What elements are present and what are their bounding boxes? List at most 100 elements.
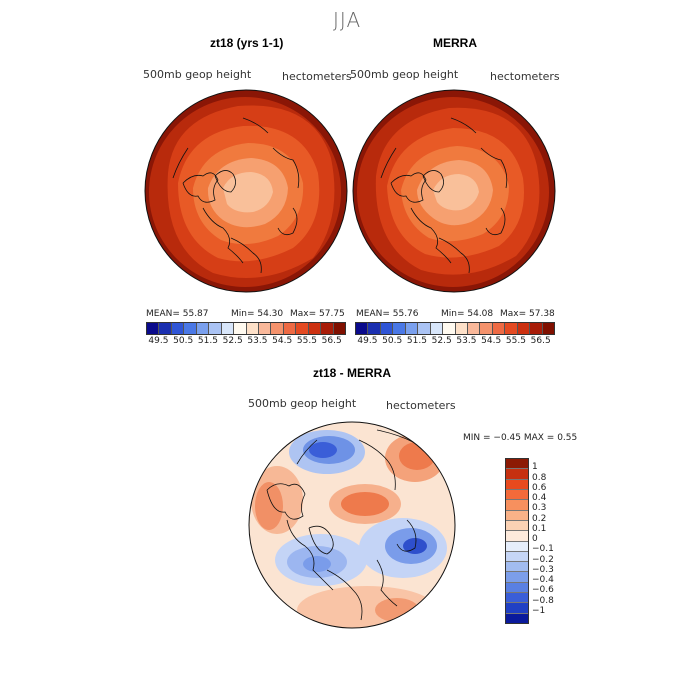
colorbar-swatch	[506, 468, 528, 479]
colorbar-swatch	[379, 323, 393, 334]
colorbar-swatch	[506, 478, 528, 489]
colorbar-swatch	[506, 459, 528, 469]
map-1-coastlines	[172, 117, 300, 274]
colorbar-swatch	[454, 323, 467, 334]
panel-2-mean: MEAN= 55.76	[356, 309, 419, 319]
colorbar-swatch	[295, 323, 308, 334]
colorbar-tick-label: 0.4	[532, 493, 547, 503]
colorbar-swatch	[392, 323, 405, 334]
diff-panel-title: zt18 - MERRA	[313, 366, 392, 380]
colorbar-swatch	[506, 499, 528, 510]
colorbar-tick-label: 49.5	[357, 336, 378, 346]
colorbar-tick-label: 0.1	[532, 523, 547, 534]
colorbar-swatch	[270, 323, 283, 334]
colorbar-swatch	[516, 323, 530, 334]
colorbar-tick-label: −0.1	[532, 544, 554, 555]
colorbar-tick-label: 50.5	[382, 336, 403, 346]
colorbar-swatch	[195, 323, 209, 334]
colorbar-swatch	[506, 540, 528, 551]
colorbar-tick-label: 51.5	[197, 336, 218, 346]
colorbar-swatch	[208, 323, 221, 334]
colorbar-swatch	[504, 323, 517, 334]
colorbar-tick-label: 0.6	[532, 482, 547, 493]
colorbar-swatch	[442, 323, 455, 334]
map-2-core	[433, 174, 479, 211]
panel-1-title: zt18 (yrs 1-1)	[210, 36, 284, 50]
colorbar-tick-label: 49.5	[148, 336, 169, 346]
colorbar-swatch	[282, 323, 296, 334]
colorbar-swatch	[506, 509, 528, 520]
colorbar-tick-label: 56.5	[530, 336, 551, 346]
colorbar-tick-label: 54.5	[272, 336, 293, 346]
panel-1-mean: MEAN= 55.87	[146, 309, 209, 319]
colorbar-swatch	[479, 323, 492, 334]
diff-colorbar-labels: 1 0.8 0.6 0.4 0.3 0.2 0.1 0 −0.1 −0.2 −0.3 −0.4 −0.6…	[532, 458, 572, 622]
colorbar-tick-label: −0.8	[532, 595, 554, 606]
colorbar-swatch	[220, 323, 234, 334]
colorbar-swatch	[429, 323, 443, 334]
colorbar-tick-label: 54.5	[481, 336, 502, 346]
colorbar-tick-label: −0.4	[532, 575, 554, 585]
panel-2-colorbar-labels: 49.5 50.5 51.5 52.5 53.5 54.5 55.5 56.5	[355, 336, 553, 348]
diff-panel-minmax: MIN = −0.45 MAX = 0.55	[463, 433, 578, 443]
colorbar-tick-label: 0.3	[532, 503, 547, 514]
colorbar-swatch	[529, 323, 542, 334]
panel-1-colorbar	[146, 322, 346, 335]
colorbar-tick-label: −0.6	[532, 585, 554, 596]
colorbar-swatch	[541, 323, 554, 334]
colorbar-tick-label: 51.5	[406, 336, 427, 346]
colorbar-swatch	[506, 488, 528, 500]
colorbar-swatch	[404, 323, 418, 334]
colorbar-tick-label: 0.8	[532, 472, 547, 483]
colorbar-tick-label: 55.5	[505, 336, 526, 346]
panel-2-polar-map	[352, 89, 556, 293]
colorbar-swatch	[506, 519, 528, 531]
panel-1-min: Min= 54.30	[231, 309, 284, 319]
colorbar-swatch	[491, 323, 505, 334]
panel-2-max: Max= 57.38	[500, 309, 555, 319]
colorbar-swatch	[506, 581, 528, 593]
colorbar-swatch	[506, 550, 528, 562]
colorbar-swatch	[332, 323, 345, 334]
panel-1-units: hectometers	[282, 70, 352, 83]
colorbar-swatch	[506, 592, 528, 603]
colorbar-swatch	[356, 323, 368, 334]
colorbar-swatch	[320, 323, 333, 334]
figure-title: JJA	[333, 8, 362, 32]
colorbar-swatch	[506, 602, 528, 613]
colorbar-swatch	[257, 323, 271, 334]
colorbar-tick-label: 0	[532, 534, 538, 544]
colorbar-swatch	[245, 323, 258, 334]
colorbar-tick-label: 56.5	[321, 336, 342, 346]
colorbar-swatch	[506, 530, 528, 541]
diff-map-coastlines	[266, 429, 417, 621]
colorbar-swatch	[506, 571, 528, 582]
colorbar-tick-label: −1	[532, 605, 546, 616]
colorbar-swatch	[183, 323, 196, 334]
diff-polar-map	[248, 421, 456, 629]
colorbar-tick-label: 1	[532, 462, 538, 473]
colorbar-swatch	[506, 561, 528, 572]
colorbar-swatch	[466, 323, 480, 334]
panel-2-min: Min= 54.08	[441, 309, 494, 319]
colorbar-tick-label: 52.5	[222, 336, 243, 346]
colorbar-swatch	[506, 612, 528, 623]
diff-panel-units: hectometers	[386, 399, 456, 412]
colorbar-swatch	[307, 323, 321, 334]
colorbar-tick-label: −0.3	[532, 564, 554, 575]
diff-colorbar	[505, 458, 529, 624]
panel-2-variable: 500mb geop height	[350, 68, 459, 81]
panel-2-units: hectometers	[490, 70, 560, 83]
diff-panel-variable: 500mb geop height	[248, 397, 357, 410]
map-2-coastlines	[380, 117, 508, 274]
colorbar-swatch	[417, 323, 430, 334]
colorbar-tick-label: 53.5	[247, 336, 268, 346]
panel-1-variable: 500mb geop height	[143, 68, 252, 81]
panel-2-colorbar	[355, 322, 555, 335]
colorbar-swatch	[170, 323, 184, 334]
panel-1-colorbar-labels: 49.5 50.5 51.5 52.5 53.5 54.5 55.5 56.5	[146, 336, 344, 348]
panel-2-title: MERRA	[433, 36, 477, 50]
colorbar-tick-label: 50.5	[173, 336, 194, 346]
panel-1-polar-map	[144, 89, 348, 293]
colorbar-swatch	[147, 323, 159, 334]
